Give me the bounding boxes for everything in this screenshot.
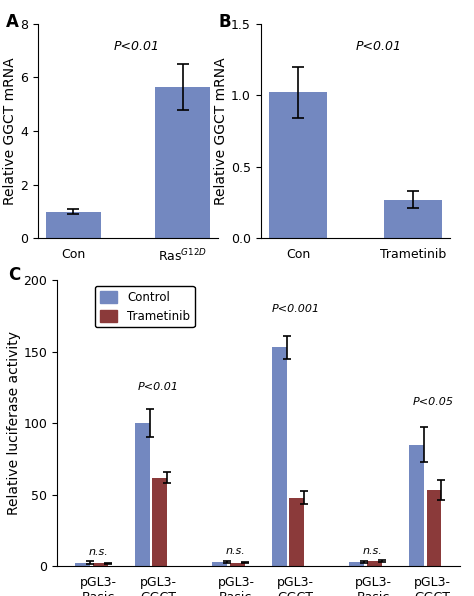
Text: C: C: [9, 266, 21, 284]
Text: P<0.01: P<0.01: [114, 39, 160, 52]
Bar: [46, 212, 100, 238]
Text: P<0.01: P<0.01: [138, 381, 179, 392]
Bar: [269, 92, 327, 238]
Bar: [75, 563, 90, 566]
Text: P<0.001: P<0.001: [272, 305, 320, 315]
Bar: [272, 347, 287, 566]
Text: B: B: [219, 13, 232, 31]
Bar: [212, 562, 227, 566]
Bar: [135, 423, 150, 566]
Text: P<0.01: P<0.01: [355, 39, 401, 52]
Bar: [409, 445, 424, 566]
Y-axis label: Relative luciferase activity: Relative luciferase activity: [7, 331, 20, 515]
Bar: [153, 477, 167, 566]
Y-axis label: Relative GGCT mRNA: Relative GGCT mRNA: [214, 57, 228, 205]
Bar: [384, 200, 442, 238]
Text: A: A: [6, 13, 18, 31]
Text: n.s.: n.s.: [363, 546, 383, 555]
Bar: [427, 491, 441, 566]
Text: n.s.: n.s.: [89, 547, 109, 557]
Bar: [349, 562, 364, 566]
Y-axis label: Relative GGCT mRNA: Relative GGCT mRNA: [3, 57, 18, 205]
Text: P<0.05: P<0.05: [412, 398, 453, 408]
Bar: [230, 563, 245, 566]
Bar: [155, 87, 210, 238]
Legend: Control, Trametinib: Control, Trametinib: [95, 286, 195, 327]
Bar: [367, 561, 382, 566]
Bar: [92, 563, 108, 566]
Text: n.s.: n.s.: [226, 547, 246, 557]
Bar: [290, 498, 304, 566]
